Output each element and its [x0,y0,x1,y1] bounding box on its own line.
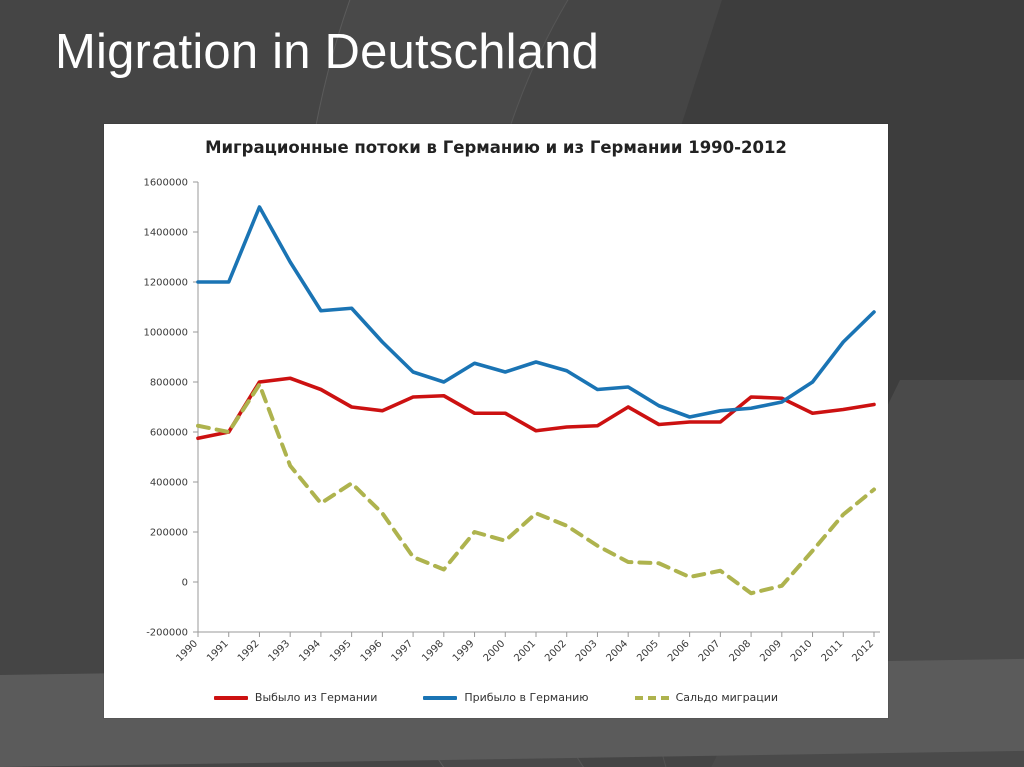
x-axis-tick-label: 1993 [267,638,293,664]
x-axis-tick-label: 2004 [605,638,631,664]
chart-legend: Выбыло из Германии Прибыло в Германию Саль… [104,691,888,704]
x-axis-tick-label: 1994 [297,638,323,664]
y-axis-tick-label: -200000 [146,628,188,639]
x-axis-tick-label: 2003 [574,638,600,664]
x-axis-tick-label: 1990 [174,638,200,664]
legend-swatch-icon [213,695,248,700]
x-axis-tick-label: 1995 [328,638,354,664]
x-axis-tick-label: 1997 [389,638,415,664]
y-axis-tick-label: 1600000 [143,178,188,189]
legend-item[interactable]: Прибыло в Германию [423,691,589,704]
x-axis-tick-label: 2001 [512,638,538,664]
x-axis-tick-label: 2006 [666,638,692,664]
x-axis-tick-label: 2008 [727,638,753,664]
y-axis-tick-label: 800000 [150,378,188,389]
x-axis-tick-label: 1991 [205,638,231,664]
legend-label: Сальдо миграции [675,691,779,704]
y-axis-tick-label: 1000000 [143,328,188,339]
x-axis-tick-label: 2011 [820,638,846,664]
chart-plot-area: -200000 0 200000 400000 600000 800000 1000000 1… [104,124,888,718]
y-axis-tick-label: 400000 [150,478,188,489]
x-axis-tick-label: 1992 [236,638,262,664]
chart-panel: Миграционные потоки в Германию и из Герм… [104,124,888,718]
x-axis-tick-label: 2000 [482,638,508,664]
series-line-1 [196,205,876,419]
y-axis-tick-label: 1200000 [143,278,188,289]
x-axis-tick-label: 2002 [543,638,569,664]
x-axis-tick-label: 2005 [635,638,661,664]
legend-label: Выбыло из Германии [254,691,378,704]
legend-item[interactable]: Сальдо миграции [634,691,779,704]
slide-title: Migration in Deutschland [55,25,600,79]
x-axis-tick-label: 1996 [359,638,385,664]
x-axis-tick-label: 2009 [758,638,784,664]
chart-title: Миграционные потоки в Германию и из Герм… [205,138,787,157]
series-line-0 [196,376,876,441]
x-axis-tick-label: 2010 [789,638,815,664]
x-axis-tick-label: 1998 [420,638,446,664]
y-axis-tick-label: 200000 [150,528,188,539]
series-line-2 [196,382,876,596]
legend-label: Прибыло в Германию [464,691,589,704]
y-axis-tick-label: 0 [182,578,188,589]
y-axis-tick-label: 600000 [150,428,188,439]
legend-swatch-icon [423,695,458,700]
x-axis-tick-label: 2012 [850,638,876,664]
chart-svg: -200000 0 200000 400000 600000 800000 1000000 1… [143,178,880,664]
legend-swatch-icon [634,695,669,700]
y-axis-tick-label: 1400000 [143,228,188,239]
legend-item[interactable]: Выбыло из Германии [213,691,378,704]
x-axis-tick-label: 2007 [697,638,723,664]
x-axis-tick-label: 1999 [451,638,477,664]
